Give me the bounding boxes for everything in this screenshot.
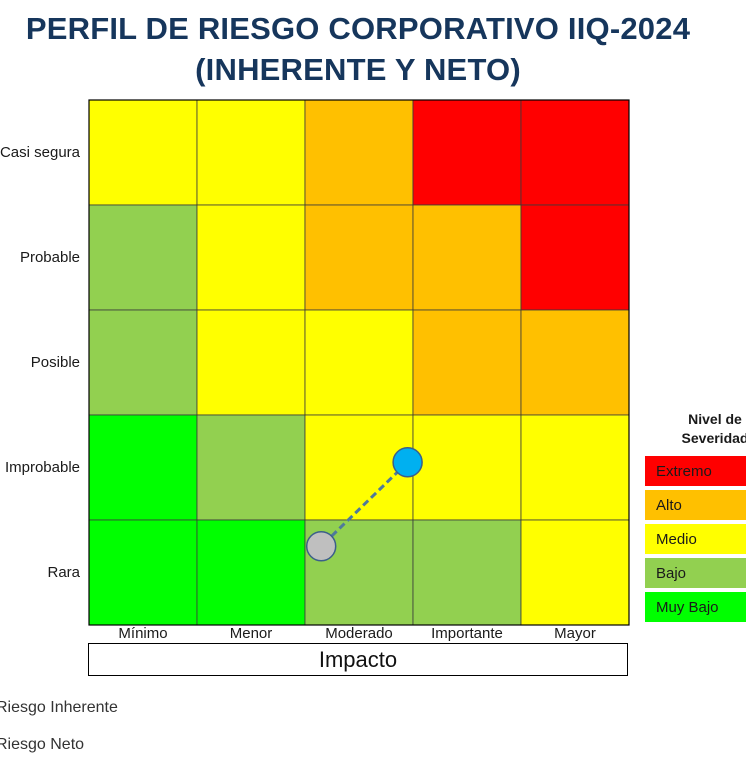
legend-title: Nivel de Severidad [660, 410, 746, 448]
matrix-cell-bajo [196, 414, 306, 521]
legend-item-bajo: Bajo [645, 558, 746, 590]
x-axis-title: Impacto [88, 643, 628, 676]
x-tick-label: Mínimo [118, 625, 168, 642]
matrix-cell-extremo [412, 99, 522, 206]
matrix-cell-medio [412, 414, 522, 521]
legend-title-line2: Severidad [681, 430, 746, 446]
matrix-cell-muy_bajo [88, 519, 198, 626]
matrix-border [88, 99, 630, 626]
matrix-cell-medio [196, 204, 306, 311]
matrix-cell-extremo [520, 99, 630, 206]
matrix-cell-alto [304, 99, 414, 206]
matrix-cell-extremo [520, 204, 630, 311]
y-tick-label: Improbable [4, 458, 80, 476]
matrix-cell-alto [304, 204, 414, 311]
matrix-cell-bajo [88, 204, 198, 311]
x-tick-label: Menor [229, 625, 273, 642]
inherente-neto-connector [320, 461, 409, 548]
matrix-cell-medio [196, 99, 306, 206]
matrix-cell-medio [88, 99, 198, 206]
legend-item-extremo: Extremo [645, 456, 746, 488]
x-tick-label: Importante [431, 625, 503, 642]
x-tick-label: Moderado [325, 625, 393, 642]
legend-title-line1: Nivel de [688, 411, 742, 427]
matrix-cell-alto [412, 309, 522, 416]
point-riesgo-neto [305, 531, 337, 562]
chart-title-line2: (INHERENTE Y NETO) [195, 52, 521, 87]
legend-item-alto: Alto [645, 490, 746, 522]
y-tick-label: Casi segura [0, 143, 80, 161]
matrix-cell-medio [520, 414, 630, 521]
matrix-cell-alto [412, 204, 522, 311]
y-tick-label: Probable [19, 248, 80, 266]
matrix-cell-medio [196, 309, 306, 416]
point-riesgo-inherente [392, 447, 423, 478]
series-label-inherente: Riesgo Inherente [0, 699, 118, 716]
matrix-cell-bajo [88, 309, 198, 416]
y-tick-label: Rara [47, 563, 80, 581]
matrix-cell-medio [304, 309, 414, 416]
matrix-cell-bajo [412, 519, 522, 626]
matrix-cell-muy_bajo [88, 414, 198, 521]
legend-item-medio: Medio [645, 524, 746, 556]
y-tick-label: Posible [30, 353, 80, 371]
x-tick-label: Mayor [554, 625, 596, 642]
matrix-cell-alto [520, 309, 630, 416]
chart-title-line1: PERFIL DE RIESGO CORPORATIVO IIQ-2024 [25, 11, 691, 46]
matrix-cell-muy_bajo [196, 519, 306, 626]
legend-item-muy-bajo: Muy Bajo [645, 592, 746, 624]
chart-title: PERFIL DE RIESGO CORPORATIVO IIQ-2024 (I… [0, 8, 716, 90]
series-label-neto: Riesgo Neto [0, 736, 85, 753]
matrix-cell-medio [520, 519, 630, 626]
